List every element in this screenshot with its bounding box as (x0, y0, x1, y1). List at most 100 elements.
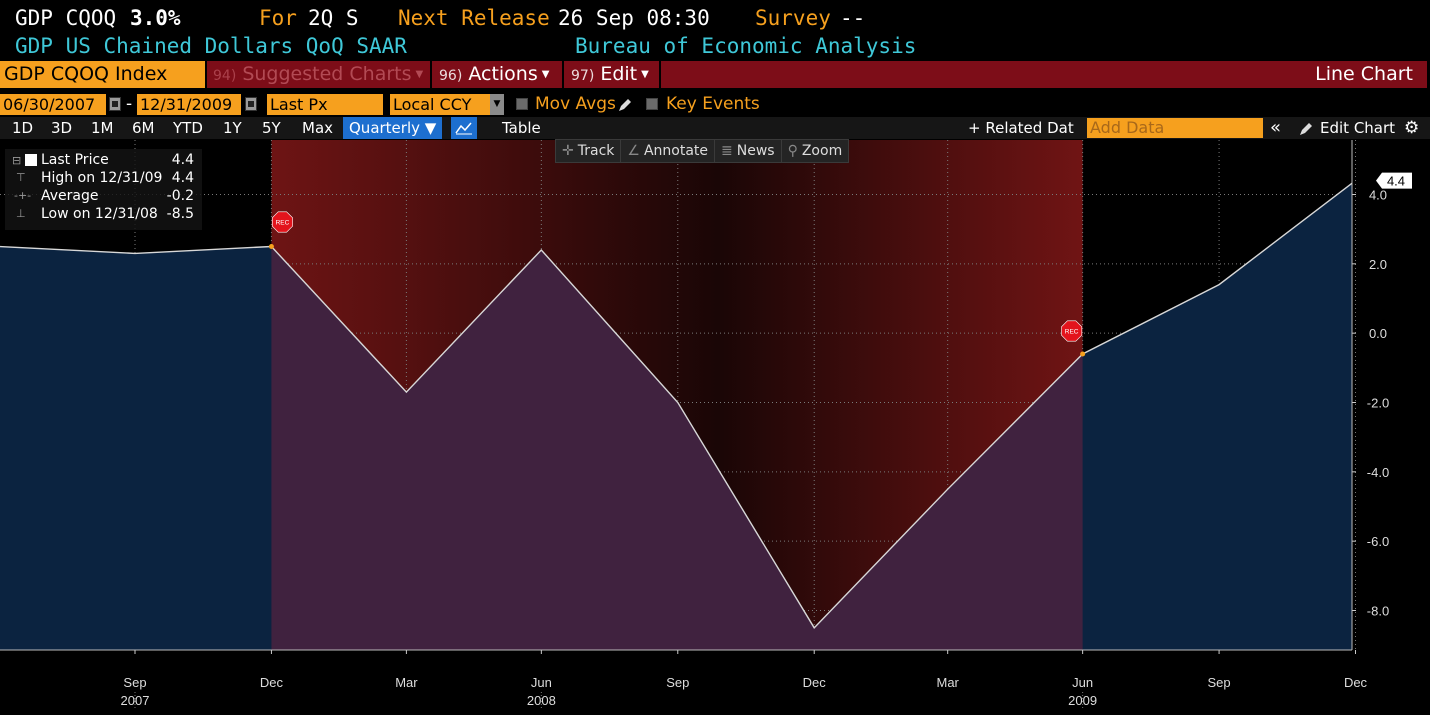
range-1d-button[interactable]: 1D (12, 119, 34, 137)
annotate-tool[interactable]: ∠ Annotate (621, 140, 715, 162)
y-tick-label: -8.0 (1367, 604, 1389, 619)
chart-legend: ⊟ Last Price 4.4 ⊤ High on 12/31/09 4.4 … (5, 149, 202, 230)
chevron-down-icon: ▼ (424, 119, 437, 137)
x-tick-label: Dec (1344, 675, 1368, 690)
y-tick-label: -2.0 (1367, 396, 1389, 411)
currency-select[interactable]: Local CCY (390, 94, 490, 115)
x-tick-label: Dec (803, 675, 827, 690)
periodicity-select[interactable]: Quarterly ▼ (343, 117, 443, 139)
zoom-label: Zoom (801, 143, 843, 159)
last-value-tag: 4.4 (1376, 172, 1412, 189)
data-source: Bureau of Economic Analysis (575, 34, 917, 58)
last-value-tag-shape (1376, 172, 1412, 189)
line-chart-icon[interactable] (451, 117, 477, 139)
recession-marker-label: REC (276, 220, 290, 227)
magnifier-icon: ⚲ (787, 143, 798, 159)
next-release-value: 26 Sep 08:30 (558, 6, 710, 30)
x-tick-label: Mar (936, 675, 959, 690)
range-toolbar: 1D 3D 1M 6M YTD 1Y 5Y Max Quarterly ▼ Ta… (0, 117, 1430, 139)
x-tick-label: Jun (531, 675, 552, 690)
legend-low-value: -8.5 (166, 206, 194, 222)
recession-marker[interactable]: REC (271, 211, 293, 233)
y-tick-label: -4.0 (1367, 465, 1389, 480)
news-icon: ≣ (721, 143, 733, 159)
edit-chart-button[interactable]: Edit Chart (1320, 119, 1396, 137)
data-point (539, 248, 543, 252)
survey-label: Survey (755, 6, 831, 30)
y-tick-label: 0.0 (1369, 326, 1387, 341)
gdp-line-chart[interactable]: 4.0 2.0 0.0 -2.0 -4.0 -6.0 -8.0 Sep 2007 Dec Mar Ju… (0, 140, 1430, 715)
chart-tools: ✛ Track ∠ Annotate ≣ News ⚲ Zoom (555, 139, 850, 163)
low-marker-icon: ⊥ (16, 207, 26, 220)
ticker-label: GDP CQOQ (15, 6, 117, 30)
survey-value: -- (840, 6, 866, 30)
x-year-label: 2007 (121, 693, 150, 708)
range-ytd-button[interactable]: YTD (173, 119, 203, 137)
chevron-down-icon: ▼ (415, 69, 424, 80)
next-release-label: Next Release (398, 6, 550, 30)
chevron-down-icon[interactable]: ▼ (490, 94, 504, 115)
range-6m-button[interactable]: 6M (132, 119, 155, 137)
recession-point (1080, 351, 1086, 357)
recession-marker-shape (1061, 320, 1083, 342)
recession-marker-shape (271, 211, 293, 233)
mov-avgs-checkbox[interactable] (516, 98, 528, 110)
security-input[interactable]: GDP CQOQ Index (0, 61, 205, 88)
calendar-icon[interactable] (245, 97, 257, 111)
last-value-tag-label: 4.4 (1387, 174, 1405, 189)
series-swatch (25, 154, 37, 166)
gear-icon[interactable]: ⚙ (1404, 118, 1420, 138)
mov-avgs-label: Mov Avgs (535, 94, 616, 114)
legend-high-label: High on 12/31/09 (41, 170, 163, 186)
suggested-charts-button[interactable]: 94) Suggested Charts ▼ (207, 61, 430, 88)
for-label: For (259, 6, 297, 30)
y-tick-label: 4.0 (1369, 188, 1387, 203)
track-label: Track (577, 143, 615, 159)
key-events-checkbox[interactable] (646, 98, 658, 110)
legend-high-value: 4.4 (171, 170, 194, 186)
edit-menu-button[interactable]: 97) Edit ▼ (564, 61, 659, 88)
suggested-num: 94) (213, 68, 237, 84)
related-data-button[interactable]: + Related Dat (968, 119, 1074, 137)
actions-menu-button[interactable]: 96) Actions ▼ (432, 61, 562, 88)
chevron-down-icon: ▼ (541, 69, 550, 80)
data-point (133, 251, 137, 255)
suggested-label: Suggested Charts (242, 63, 412, 85)
add-data-input[interactable]: Add Data (1087, 118, 1263, 138)
for-value: 2Q S (308, 6, 359, 30)
range-1m-button[interactable]: 1M (91, 119, 114, 137)
range-1y-button[interactable]: 1Y (223, 119, 242, 137)
news-tool[interactable]: ≣ News (715, 140, 782, 162)
legend-low-label: Low on 12/31/08 (41, 206, 158, 222)
x-year-label: 2008 (527, 693, 556, 708)
average-marker-icon: -+- (14, 189, 32, 202)
recession-marker[interactable]: REC (1061, 320, 1083, 342)
range-3d-button[interactable]: 3D (51, 119, 73, 137)
end-date-input[interactable]: 12/31/2009 (137, 94, 241, 115)
start-date-input[interactable]: 06/30/2007 (0, 94, 106, 115)
collapse-tree-icon[interactable]: ⊟ (12, 154, 22, 167)
edit-num: 97) (571, 68, 595, 84)
data-point (676, 401, 680, 405)
range-5y-button[interactable]: 5Y (262, 119, 281, 137)
legend-average-value: -0.2 (166, 188, 194, 204)
field-select[interactable]: Last Px (267, 94, 383, 115)
date-separator: - (126, 94, 133, 114)
x-tick-label: Dec (260, 675, 284, 690)
data-point (1217, 283, 1221, 287)
zoom-tool[interactable]: ⚲ Zoom (782, 140, 849, 162)
calendar-icon[interactable] (109, 97, 121, 111)
pencil-icon (1300, 123, 1312, 135)
collapse-icon[interactable]: « (1270, 117, 1282, 138)
chevron-down-icon: ▼ (641, 69, 649, 80)
table-button[interactable]: Table (502, 119, 541, 137)
high-marker-icon: ⊤ (16, 171, 26, 184)
x-year-label: 2009 (1068, 693, 1097, 708)
range-max-button[interactable]: Max (302, 119, 334, 137)
key-events-label: Key Events (666, 94, 760, 114)
pencil-icon[interactable] (617, 97, 633, 113)
track-tool[interactable]: ✛ Track (556, 140, 622, 162)
crosshair-icon: ✛ (562, 143, 574, 159)
recession-point (268, 244, 274, 249)
y-tick-label: 2.0 (1369, 257, 1387, 272)
